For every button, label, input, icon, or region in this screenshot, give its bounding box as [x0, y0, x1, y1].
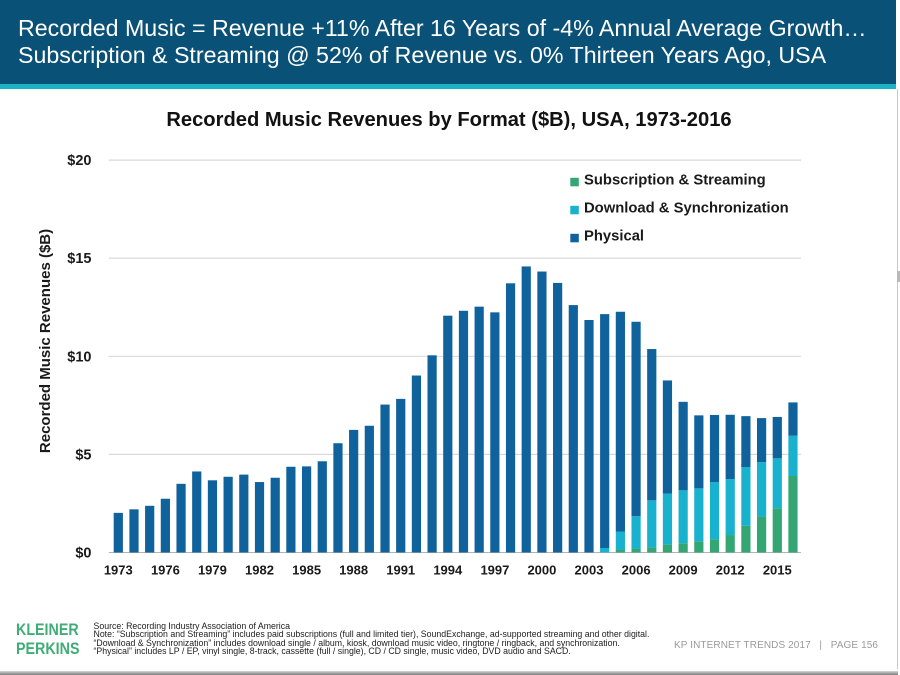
- svg-text:Subscription & Streaming: Subscription & Streaming: [584, 172, 766, 188]
- svg-text:$10: $10: [67, 349, 91, 365]
- svg-text:2009: 2009: [669, 562, 698, 577]
- svg-text:1997: 1997: [480, 562, 509, 577]
- svg-text:2012: 2012: [716, 562, 745, 577]
- svg-text:1973: 1973: [104, 562, 133, 577]
- svg-text:1985: 1985: [292, 562, 321, 577]
- svg-text:$0: $0: [75, 546, 91, 562]
- svg-text:1976: 1976: [151, 562, 180, 577]
- svg-text:Physical: Physical: [584, 228, 644, 244]
- svg-text:1994: 1994: [433, 562, 463, 577]
- svg-text:1988: 1988: [339, 562, 368, 577]
- svg-text:1979: 1979: [198, 562, 227, 577]
- svg-text:$15: $15: [67, 251, 91, 267]
- svg-text:2003: 2003: [575, 562, 604, 577]
- svg-text:Recorded Music Revenues ($B): Recorded Music Revenues ($B): [37, 229, 54, 453]
- svg-text:1991: 1991: [386, 562, 415, 577]
- svg-text:2006: 2006: [622, 562, 651, 577]
- svg-text:2000: 2000: [527, 562, 556, 577]
- svg-text:$20: $20: [67, 153, 91, 169]
- svg-text:1982: 1982: [245, 562, 274, 577]
- svg-text:$5: $5: [75, 447, 91, 463]
- svg-text:Download & Synchronization: Download & Synchronization: [584, 200, 789, 216]
- svg-text:2015: 2015: [763, 562, 792, 577]
